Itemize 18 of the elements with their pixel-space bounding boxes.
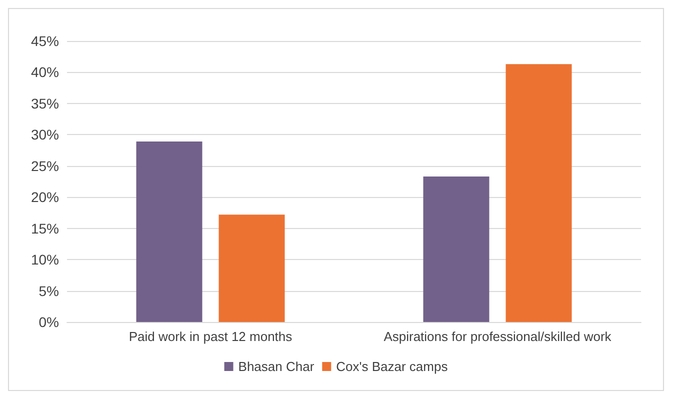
y-tick-label: 30% [30, 126, 59, 143]
x-tick-label: Aspirations for professional/skilled work [384, 329, 612, 344]
x-tick-label: Paid work in past 12 months [128, 329, 293, 344]
y-tick-label: 0% [38, 314, 59, 330]
y-tick-label: 15% [30, 220, 59, 236]
legend-label: Bhasan Char [238, 359, 315, 374]
y-tick-label: 45% [30, 33, 59, 49]
y-tick-label: 10% [30, 252, 59, 268]
bar [423, 176, 490, 322]
y-tick-label: 5% [38, 282, 59, 299]
legend-label: Cox's Bazar camps [336, 359, 448, 374]
bar [136, 142, 202, 322]
bar [218, 214, 285, 322]
y-tick-label: 35% [30, 95, 59, 112]
y-tick-label: 40% [30, 64, 59, 80]
bar [506, 64, 572, 322]
y-tick-label: 25% [30, 158, 59, 174]
y-tick-label: 20% [30, 189, 59, 206]
